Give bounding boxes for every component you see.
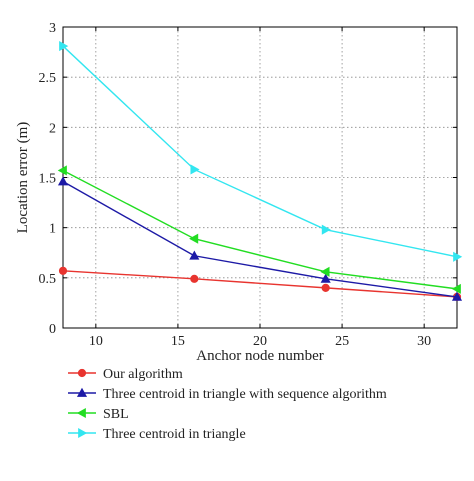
series-line [62,45,458,258]
data-point [451,291,463,301]
legend-marker [76,407,86,419]
y-tick-label: 2.5 [39,71,57,86]
data-point [59,41,69,52]
legend: Our algorithm Three centroid in triangle … [68,367,387,442]
x-tick-label: 30 [417,334,431,349]
y-tick-label: 1 [49,222,56,237]
legend-label: Three centroid in triangle [103,427,246,442]
data-point [190,164,200,175]
series-3 [57,165,461,294]
legend-marker [76,387,88,397]
legend-marker [77,368,87,378]
x-axis-label: Anchor node number [196,348,323,364]
legend-item: SBL [68,407,129,422]
x-tick-label: 25 [335,334,349,349]
legend-marker [78,427,88,439]
x-tick-label: 10 [89,334,103,349]
series-line [62,180,458,298]
data-point [321,283,330,292]
data-point [190,274,199,283]
y-tick-label: 2 [49,121,56,136]
y-tick-label: 0.5 [39,272,57,287]
legend-label: Our algorithm [103,367,183,382]
y-tick-label: 3 [49,21,56,36]
data-point [453,251,463,262]
x-tick-label: 15 [171,334,185,349]
series-line [62,169,458,290]
legend-item: Three centroid in triangle with sequence… [68,387,387,402]
series-2 [57,176,463,301]
axis-ticks: 10 15 20 25 30 0 0.5 1 1.5 2 2.5 3 [39,21,457,349]
data-point [320,273,331,283]
legend-label: Three centroid in triangle with sequence… [103,387,387,402]
y-tick-label: 0 [49,322,56,337]
legend-item: Our algorithm [68,367,183,382]
data-point [189,233,199,244]
data-point [57,165,67,176]
data-point [58,266,68,275]
data-point [321,224,331,235]
x-tick-label: 20 [253,334,267,349]
series-line [62,270,458,298]
legend-label: SBL [103,407,129,422]
series-layer [57,41,463,301]
data-point [451,283,461,294]
data-point [189,250,200,260]
y-axis-label: Location error (m) [15,122,31,234]
y-tick-label: 1.5 [39,172,57,187]
legend-item: Three centroid in triangle [68,427,246,442]
data-point [57,176,69,186]
series-4 [59,41,463,262]
data-point [320,266,330,277]
